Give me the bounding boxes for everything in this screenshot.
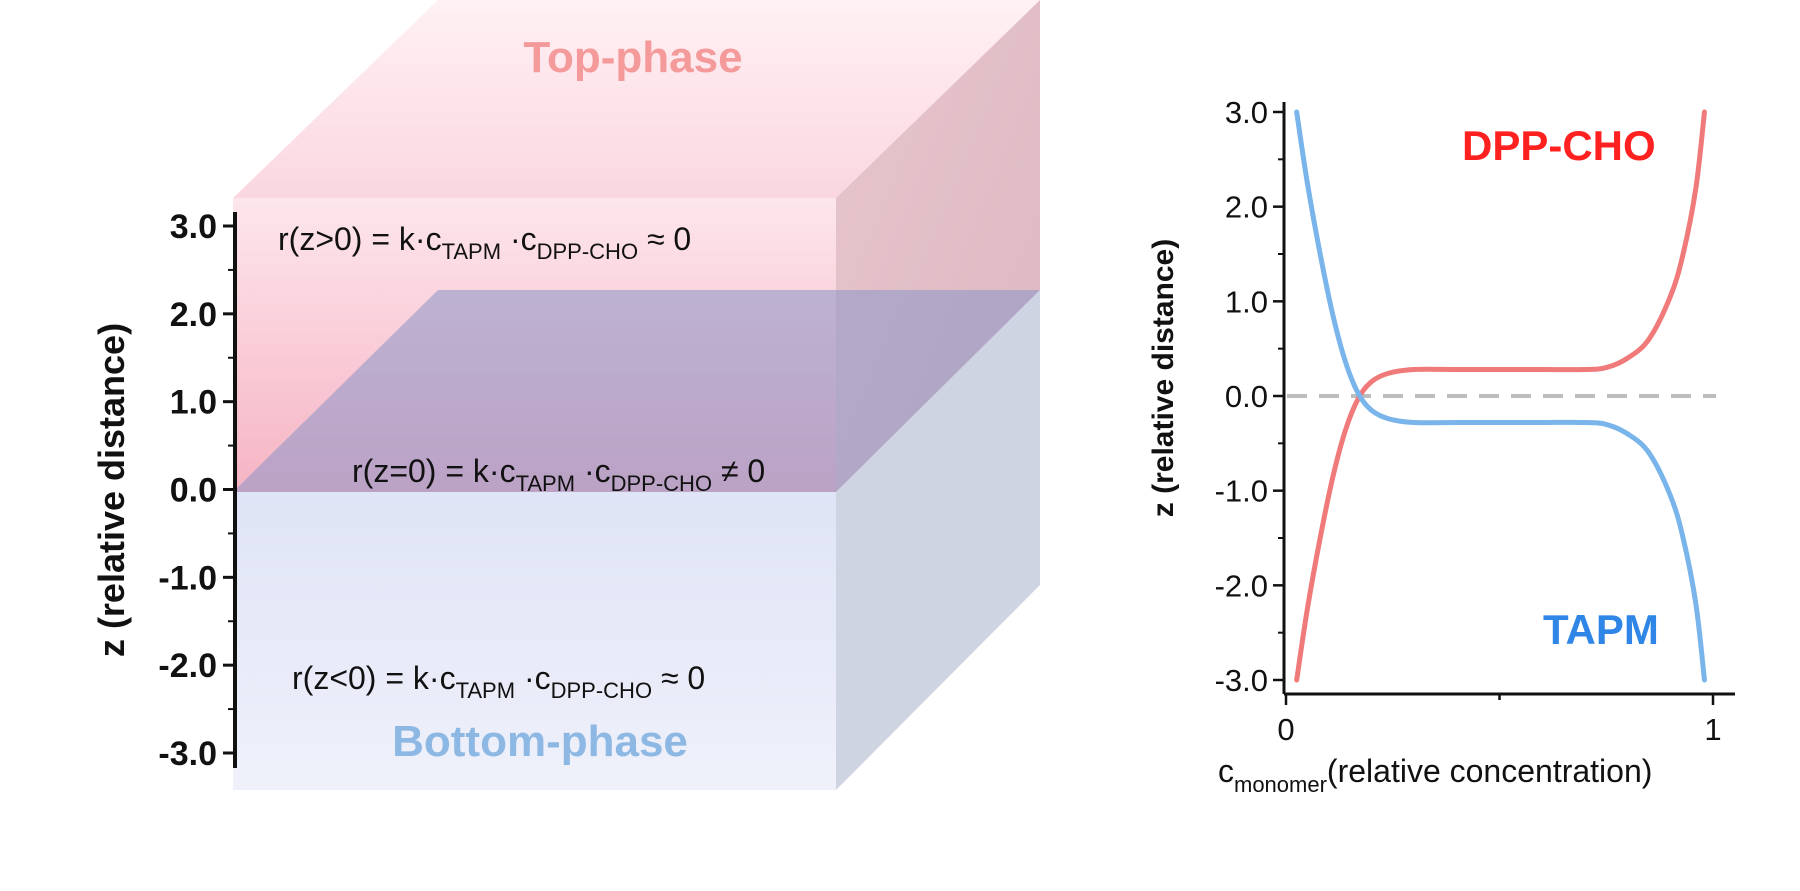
chart-y-tick-label: -1.0 xyxy=(1215,474,1268,509)
series-label-dpp-cho: DPP-CHO xyxy=(1462,122,1656,169)
chart-y-tick-label: 2.0 xyxy=(1225,190,1268,225)
cube-axis-tick-label: -2.0 xyxy=(158,647,217,685)
interface-plane xyxy=(233,290,1040,492)
chart-x-tick-label: 0 xyxy=(1277,712,1294,747)
cube-top-face xyxy=(233,0,1040,198)
chart-series xyxy=(1294,109,1707,683)
series-line-dpp-cho xyxy=(1294,109,1707,683)
chart-axes: 3.0 2.0 1.0 0.0 -1.0 -2.0 -3.0 0 1 xyxy=(1215,95,1735,747)
top-phase-label: Top-phase xyxy=(523,33,742,82)
cube-axis-tick-label: 0.0 xyxy=(170,472,217,510)
chart-y-tick-label: -3.0 xyxy=(1215,663,1268,698)
chart-y-tick-label: 3.0 xyxy=(1225,95,1268,130)
cube-z-axis: 3.0 2.0 1.0 0.0 -1.0 -2.0 -3.0 xyxy=(158,208,237,773)
bottom-phase-label: Bottom-phase xyxy=(392,717,688,766)
phase-cube: Top-phase Bottom-phase r(z>0) = k·cTAPM … xyxy=(91,0,1040,790)
cube-axis-tick-label: 3.0 xyxy=(170,208,217,246)
chart-x-tick-label: 1 xyxy=(1704,712,1721,747)
chart-y-tick-label: 0.0 xyxy=(1225,379,1268,414)
equation-bottom: r(z<0) = k·cTAPM ·cDPP-CHO ≈ 0 xyxy=(292,660,705,703)
concentration-chart: 3.02.01.00.0-1.0-2.0-3.00 1 DPP-CHO TAPM … xyxy=(1147,95,1735,797)
series-label-tapm: TAPM xyxy=(1543,606,1659,653)
chart-x-axis-title: cmonomer(relative concentration) xyxy=(1218,753,1652,797)
chart-y-tick-label: -2.0 xyxy=(1215,568,1268,603)
cube-axis-title: z (relative distance) xyxy=(91,323,132,657)
cube-axis-tick-label: -3.0 xyxy=(158,735,217,773)
cube-axis-tick-label: 1.0 xyxy=(170,384,217,422)
equation-interface: r(z=0) = k·cTAPM ·cDPP-CHO ≠ 0 xyxy=(352,453,765,496)
cube-axis-tick-label: 2.0 xyxy=(170,296,217,334)
cube-right-face-bottom xyxy=(836,290,1040,790)
chart-y-tick-label: 1.0 xyxy=(1225,284,1268,319)
series-line-tapm xyxy=(1294,109,1707,683)
bottom-phase-front xyxy=(233,492,836,790)
cube-axis-tick-label: -1.0 xyxy=(158,559,217,597)
equation-top: r(z>0) = k·cTAPM ·cDPP-CHO ≈ 0 xyxy=(278,221,691,264)
chart-y-axis-title: z (relative distance) xyxy=(1147,239,1180,517)
